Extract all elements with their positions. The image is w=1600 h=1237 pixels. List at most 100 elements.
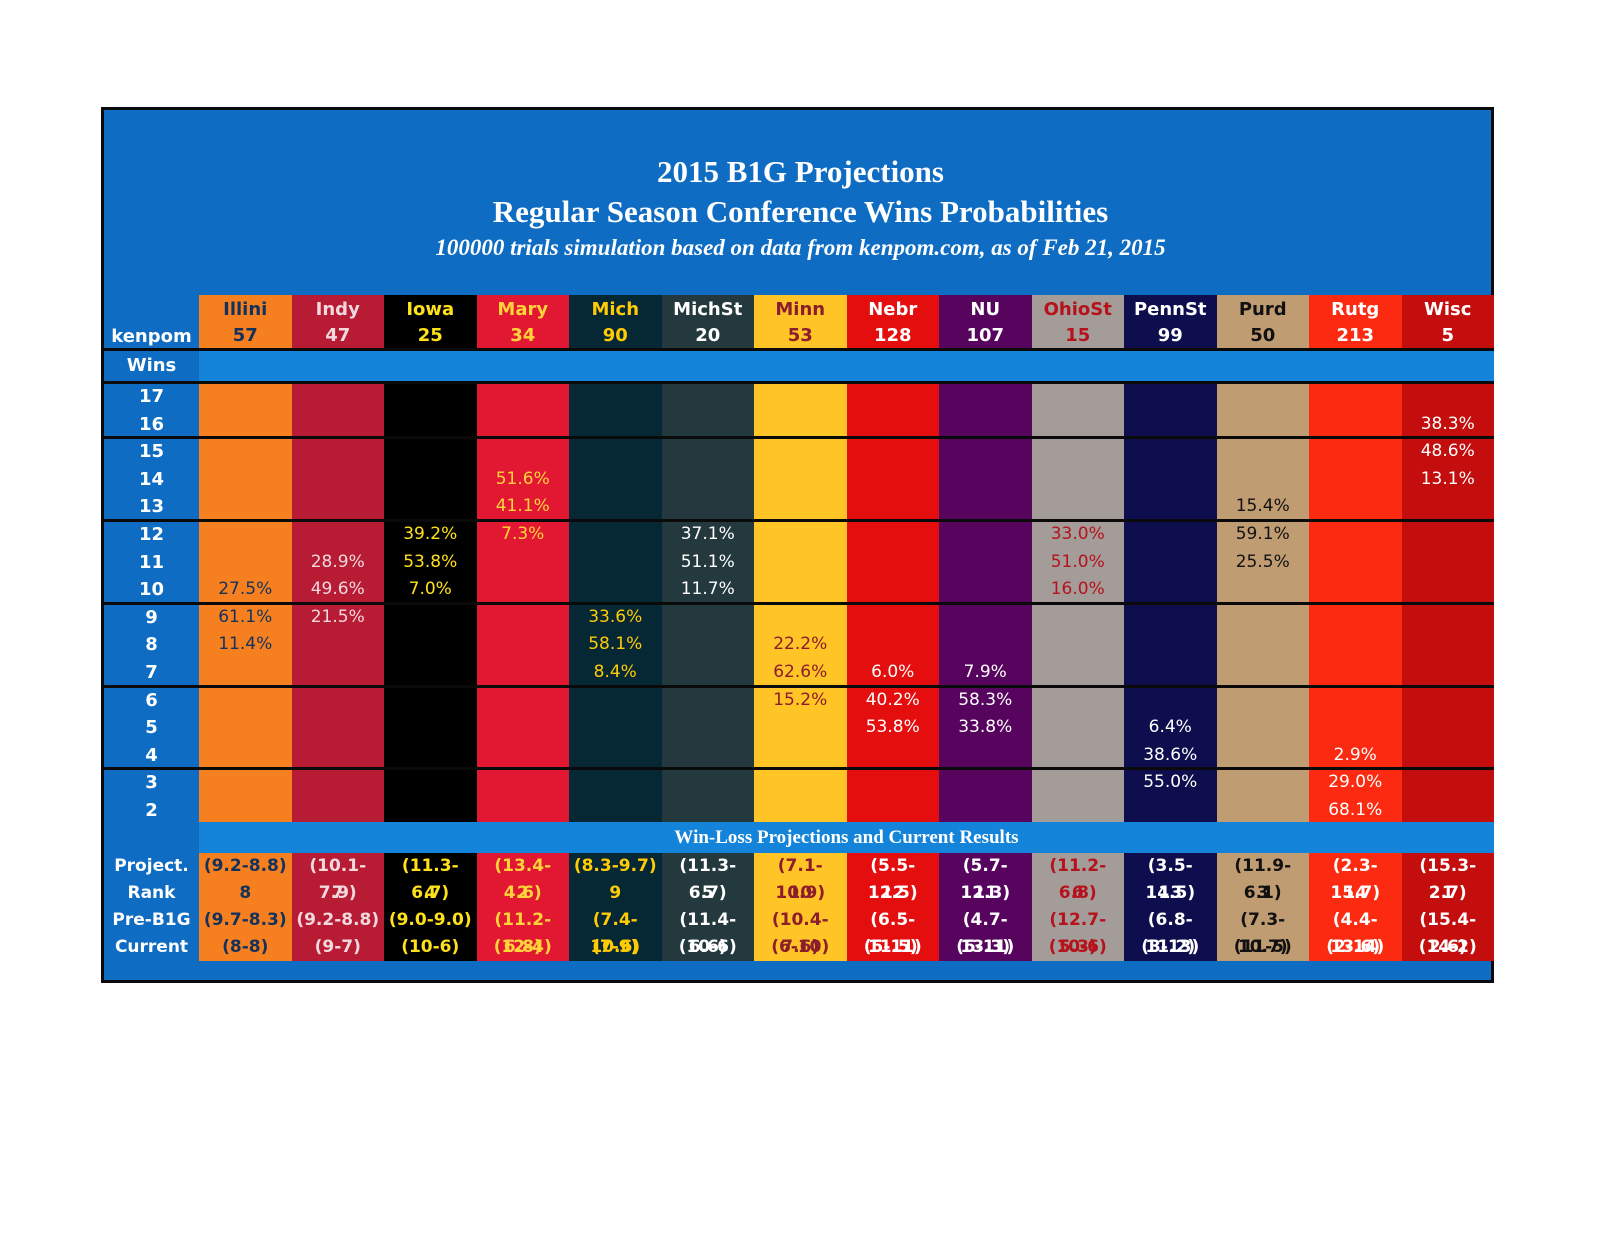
team-kenpom-rank: 15 [1065, 325, 1091, 346]
wins-row-label: 6 [145, 689, 158, 711]
bottom-column-mary [476, 853, 569, 961]
current-record: (5-11) [956, 937, 1015, 957]
team-header-illini: Illini 57 [199, 295, 292, 350]
team-name: Mich [591, 299, 640, 320]
wins-row-label: 15 [138, 441, 165, 463]
team-kenpom-rank: 57 [232, 325, 258, 346]
pre-b1g-record: (7.4-10.6) [590, 910, 641, 957]
team-kenpom-rank: 5 [1441, 325, 1455, 346]
projected-record: (7.1-10.9) [775, 856, 826, 903]
win-probability: 49.6% [310, 579, 365, 600]
bottom-column-indy [291, 853, 384, 961]
win-probability: 11.7% [680, 579, 735, 600]
team-name: Iowa [406, 299, 455, 320]
current-record: (10-6) [678, 937, 737, 957]
team-name: MichSt [673, 299, 743, 320]
bottom-column-pennst [1124, 853, 1217, 961]
projected-rank: 9 [609, 883, 622, 903]
projected-rank: 14 [1343, 883, 1368, 903]
win-probability: 27.5% [218, 579, 273, 600]
projected-rank: 5 [701, 883, 714, 903]
wins-row-label: 12 [138, 524, 165, 545]
chart-title: 2015 B1G Projections [656, 154, 944, 189]
team-header-indy: Indy 47 [291, 295, 384, 350]
current-record: (3-13) [1141, 937, 1200, 957]
projected-record: (13.4-4.6) [494, 856, 552, 903]
pre-b1g-record: (6.8-11.2) [1145, 910, 1196, 957]
header-separator [104, 348, 1494, 351]
kenpom-header-label: kenpom [111, 326, 192, 347]
projected-rank: 6 [1071, 883, 1084, 903]
projected-record: (3.5-14.5) [1145, 856, 1196, 903]
team-kenpom-rank: 34 [510, 325, 536, 346]
projected-record: (11.3-6.7) [401, 856, 459, 903]
row-group-separator [104, 601, 1494, 605]
win-probability: 37.1% [680, 524, 735, 544]
header-separator [104, 381, 1494, 384]
bottom-column-wisc [1401, 853, 1494, 961]
win-probability: 33.0% [1050, 524, 1105, 544]
win-probability: 40.2% [865, 689, 920, 710]
current-record: (11-5) [1233, 937, 1292, 957]
projected-rank: 1 [1441, 883, 1454, 903]
win-probability: 6.0% [871, 662, 915, 682]
win-probability: 58.1% [588, 634, 643, 655]
win-probability: 48.6% [1420, 441, 1475, 462]
team-kenpom-rank: 90 [602, 325, 628, 346]
win-probability: 59.1% [1235, 524, 1290, 544]
bottom-column-iowa [384, 853, 477, 961]
win-probability: 51.1% [680, 551, 735, 572]
team-header-ohiost: OhioSt 15 [1031, 295, 1124, 350]
team-name: Indy [315, 299, 360, 320]
bottom-column-nebr [846, 853, 939, 961]
win-probability: 16.0% [1050, 579, 1105, 600]
pre-b1g-record: (9.2-8.8) [296, 910, 380, 930]
pre-b1g-record: (9.7-8.3) [203, 910, 287, 930]
row-group-separator [104, 519, 1494, 522]
projected-rank: 7 [331, 883, 344, 903]
team-name: OhioSt [1043, 299, 1112, 320]
pre-b1g-record: (4.7-13.3) [960, 910, 1011, 957]
current-record: (9-7) [314, 937, 361, 957]
win-probability: 11.4% [218, 634, 273, 655]
win-probability: 13.1% [1420, 468, 1475, 489]
team-kenpom-rank: 25 [417, 325, 443, 346]
projected-record: (11.9-6.1) [1234, 856, 1292, 903]
projected-rank: 12 [880, 883, 905, 903]
current-record: (10-6) [401, 937, 460, 957]
win-probability: 58.3% [958, 689, 1013, 710]
current-record: (12-4) [493, 937, 552, 957]
win-probability: 53.8% [865, 717, 920, 738]
team-kenpom-rank: 47 [325, 325, 351, 346]
team-name: Rutg [1331, 299, 1380, 320]
row-group-separator [104, 436, 1494, 440]
projected-rank: 11 [973, 883, 998, 903]
win-probability: 39.2% [403, 524, 458, 544]
bottom-row-label: Project. [114, 856, 189, 876]
win-probability: 33.8% [958, 717, 1013, 738]
current-record: (7-9) [592, 937, 639, 957]
win-probability: 22.2% [773, 634, 828, 655]
current-record: (14-2) [1418, 937, 1477, 957]
win-probability: 38.3% [1420, 413, 1475, 434]
team-kenpom-rank: 107 [966, 325, 1005, 346]
projected-record: (5.7-12.3) [960, 856, 1011, 903]
win-probability: 6.4% [1148, 717, 1192, 738]
current-record: (10-6) [1048, 937, 1107, 957]
win-probability: 8.4% [593, 662, 637, 682]
bottom-row-label: Rank [127, 883, 176, 903]
team-name: PennSt [1133, 299, 1207, 320]
win-probability: 33.6% [588, 606, 643, 627]
team-name: Purd [1238, 299, 1287, 320]
team-header-iowa: Iowa 25 [384, 295, 477, 350]
projection-panel: 2015 B1G Projections Regular Season Conf… [101, 107, 1494, 983]
team-name: NU [970, 299, 1001, 320]
team-header-wisc: Wisc 5 [1401, 295, 1494, 350]
bottom-column-ohiost [1031, 853, 1124, 961]
wins-row-label: 9 [145, 606, 158, 628]
team-name: Nebr [868, 299, 918, 320]
team-header-minn: Minn 53 [754, 295, 847, 350]
bottom-column-purd [1216, 853, 1309, 961]
pre-b1g-record: (15.4-2.6) [1419, 910, 1477, 957]
current-record: (8-8) [222, 937, 269, 957]
